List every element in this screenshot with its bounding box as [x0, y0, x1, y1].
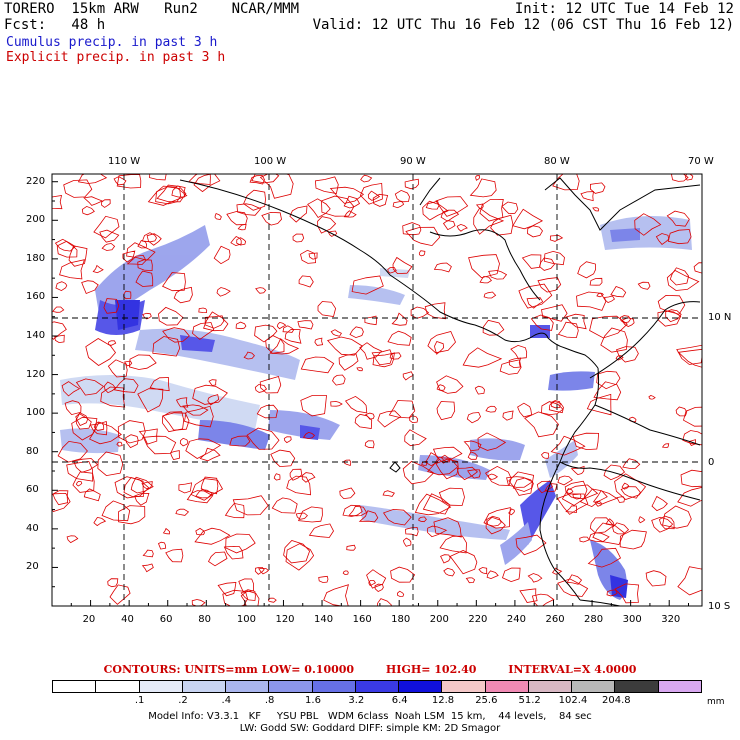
x-tick-label: 160 — [352, 614, 372, 625]
color-scale-unit: mm — [707, 697, 725, 707]
y-tick-label: 180 — [26, 252, 46, 264]
contour-interval: INTERVAL=X 4.0000 — [508, 663, 637, 676]
x-tick-label: 220 — [468, 614, 488, 625]
x-tick-label: 300 — [622, 614, 642, 625]
y-tick-label: 100 — [26, 407, 46, 419]
axis-ticks — [51, 181, 689, 607]
x-tick-label: 60 — [159, 614, 173, 625]
lat-label: 10 N — [708, 312, 732, 323]
color-scale-swatch — [96, 681, 140, 692]
cumulus-precip-shading — [60, 216, 692, 600]
color-scale-swatch — [182, 681, 227, 692]
x-tick-label: 320 — [661, 614, 681, 625]
lon-label: 90 W — [400, 156, 426, 167]
lon-label: 110 W — [108, 156, 141, 167]
forecast-hour: Fcst: 48 h — [4, 17, 106, 33]
x-tick-label: 140 — [314, 614, 334, 625]
color-scale-swatch — [658, 681, 701, 692]
lon-label: 70 W — [688, 156, 714, 167]
valid-time: Valid: 12 UTC Thu 16 Feb 12 (06 CST Thu … — [312, 17, 734, 33]
color-scale-swatch — [572, 681, 616, 692]
color-scale-swatch — [615, 681, 659, 692]
x-tick-label: 40 — [121, 614, 134, 625]
color-scale-swatch — [53, 681, 97, 692]
model-title: TORERO 15km ARW Run2 NCAR/MMM — [4, 1, 300, 17]
lat-lon-grid — [52, 174, 702, 606]
color-scale-label: 204.8 — [602, 695, 631, 706]
color-scale-swatch — [139, 681, 183, 692]
x-tick-label: 200 — [429, 614, 449, 625]
color-scale-swatch — [528, 681, 573, 692]
y-tick-label: 140 — [26, 330, 46, 341]
x-tick-label: 120 — [275, 614, 295, 625]
color-scale-bar — [52, 680, 702, 693]
x-tick-label: 260 — [545, 614, 565, 625]
x-tick-label: 20 — [82, 614, 96, 625]
y-tick-label: 220 — [26, 175, 46, 187]
color-scale-swatch — [226, 681, 270, 692]
cumulus-legend: Cumulus precip. in past 3 h — [6, 35, 218, 50]
y-tick-label: 160 — [26, 291, 46, 303]
y-tick-label: 60 — [26, 484, 39, 496]
lon-label: 80 W — [544, 156, 570, 167]
contour-high: HIGH= 102.40 — [385, 663, 477, 676]
y-tick-label: 200 — [26, 214, 46, 226]
color-scale-label: 12.8 — [431, 695, 455, 706]
lon-label: 100 W — [254, 156, 287, 167]
color-scale-label: .1 — [134, 695, 145, 706]
color-scale-swatch — [269, 681, 313, 692]
x-tick-label: 280 — [584, 614, 604, 625]
color-scale-swatch — [442, 681, 486, 692]
color-scale-label: 25.6 — [475, 695, 498, 706]
color-scale-swatch — [399, 681, 443, 692]
coastlines — [179, 177, 701, 606]
color-scale-label: .2 — [178, 695, 188, 706]
color-scale-label: 51.2 — [518, 695, 541, 706]
color-scale-swatch — [355, 681, 400, 692]
x-tick-label: 100 — [236, 614, 256, 625]
init-time: Init: 12 UTC Tue 14 Feb 12 — [514, 1, 734, 17]
contour-units: CONTOURS: UNITS=mm LOW= 0.10000 — [103, 663, 355, 676]
color-scale-label: 6.4 — [391, 695, 408, 706]
x-tick-label: 80 — [198, 614, 212, 625]
y-tick-label: 120 — [26, 368, 46, 380]
x-tick-label: 240 — [506, 614, 526, 625]
color-scale-swatch — [485, 681, 529, 692]
y-tick-label: 40 — [26, 522, 39, 534]
explicit-legend: Explicit precip. in past 3 h — [6, 50, 226, 65]
color-scale-label: .8 — [264, 695, 275, 706]
color-scale-label: 3.2 — [348, 695, 365, 706]
lat-label: 0 — [708, 457, 715, 468]
color-scale-label: 102.4 — [558, 695, 588, 706]
contour-info: CONTOURS: UNITS=mm LOW= 0.10000 HIGH= 10… — [0, 663, 740, 676]
plot-frame — [51, 173, 703, 607]
x-tick-label: 180 — [391, 614, 411, 625]
model-info-line2: LW: Godd SW: Goddard DIFF: simple KM: 2D… — [239, 723, 501, 734]
color-scale-label: .4 — [221, 695, 232, 706]
color-scale-swatch — [312, 681, 356, 692]
lat-label: 10 S — [708, 601, 731, 612]
y-tick-label: 80 — [26, 445, 39, 457]
model-info-line1: Model Info: V3.3.1 KF YSU PBL WDM 6class… — [148, 711, 592, 722]
explicit-precip-contours — [52, 174, 702, 606]
color-scale-label: 1.6 — [305, 695, 321, 706]
y-tick-label: 20 — [26, 561, 39, 573]
